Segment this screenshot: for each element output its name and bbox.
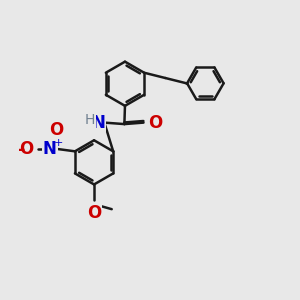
Text: O: O: [19, 140, 33, 158]
Text: O: O: [148, 114, 162, 132]
Text: O: O: [87, 204, 101, 222]
Text: N: N: [92, 114, 105, 132]
Text: -: -: [18, 141, 25, 159]
Text: O: O: [50, 121, 64, 139]
Text: +: +: [54, 138, 63, 148]
Text: N: N: [43, 140, 57, 158]
Text: H: H: [85, 113, 95, 127]
